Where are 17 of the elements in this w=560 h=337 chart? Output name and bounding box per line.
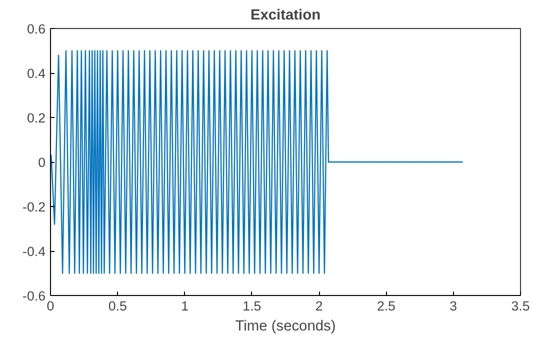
x-axis-title: Time (seconds) (235, 318, 336, 334)
x-tick-label: 3 (450, 298, 458, 314)
x-tick-label: 1.5 (242, 298, 262, 314)
y-tick-label: 0.6 (26, 22, 46, 36)
y-tick-label: -0.2 (22, 200, 46, 214)
x-tick-label: 0.5 (108, 298, 127, 314)
chart-title: Excitation (250, 8, 321, 24)
x-tick-label: 2 (315, 298, 323, 314)
y-tick-label: -0.6 (22, 288, 46, 304)
y-tick-label: 0 (38, 155, 46, 170)
x-tick-label: 1 (181, 298, 188, 314)
x-tick-label: 2.5 (376, 298, 396, 314)
y-tick-label: 0.4 (26, 66, 46, 81)
line-series (50, 50, 464, 274)
y-tick-label: -0.4 (22, 244, 46, 259)
x-tick-label: 3.5 (511, 298, 530, 314)
y-tick-label: 0.2 (26, 110, 46, 126)
